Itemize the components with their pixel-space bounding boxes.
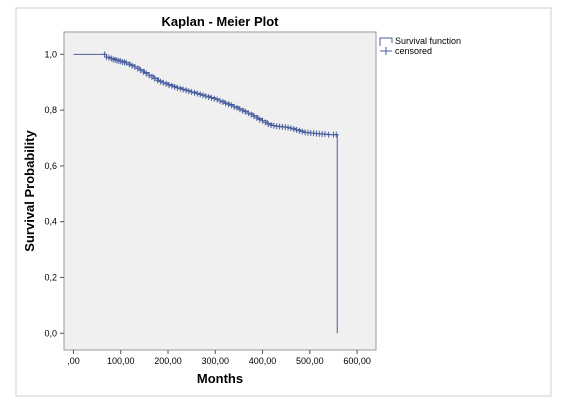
censored-marker — [200, 92, 206, 99]
censored-marker — [251, 113, 257, 120]
censored-marker — [191, 89, 197, 96]
x-tick-label: 200,00 — [154, 356, 182, 366]
censored-marker — [146, 72, 152, 79]
censored-marker — [132, 63, 138, 70]
censored-marker — [157, 78, 163, 85]
censored-marker — [194, 90, 200, 97]
censored-marker — [174, 84, 180, 91]
censored-marker — [220, 99, 226, 106]
censored-marker — [123, 59, 129, 66]
censored-marker — [231, 103, 237, 110]
x-tick-label: 100,00 — [107, 356, 135, 366]
censored-marker — [106, 54, 112, 61]
censored-marker — [223, 100, 229, 107]
censored-marker — [257, 116, 263, 123]
censored-marker — [169, 82, 175, 89]
censored-marker — [291, 126, 297, 133]
censored-marker — [208, 94, 214, 101]
censored-marker — [155, 77, 161, 84]
censored-marker — [262, 119, 268, 126]
x-tick-label: 600,00 — [343, 356, 371, 366]
legend: Survival function censored — [379, 36, 461, 56]
censored-marker — [166, 82, 172, 88]
censored-marker — [138, 67, 144, 74]
series-layer — [73, 51, 339, 334]
y-tick-label: 0,4 — [44, 217, 57, 227]
censored-marker — [296, 127, 302, 134]
censored-marker — [206, 93, 212, 100]
y-axis-label: Survival Probability — [22, 130, 37, 252]
legend-survival-label: Survival function — [395, 36, 461, 46]
x-tick-label: 300,00 — [202, 356, 230, 366]
x-axis-ticks: ,00 100,00 200,00 300,00 400,00 500,00 600,00 — [67, 350, 371, 366]
censored-marker — [172, 83, 178, 90]
censored-marker — [104, 54, 110, 61]
censored-marker — [211, 95, 217, 102]
censored-marker — [254, 114, 260, 121]
censored-marker — [203, 93, 209, 100]
censored-marker — [240, 107, 246, 114]
censored-marker — [186, 88, 192, 95]
censored-marker — [237, 106, 243, 113]
censored-marker — [228, 102, 234, 109]
y-tick-label: 0,8 — [44, 105, 57, 115]
censored-marker — [282, 124, 288, 131]
censored-marker — [271, 122, 277, 129]
x-tick-label: ,00 — [67, 356, 80, 366]
censored-marker — [143, 70, 149, 77]
censored-marker — [197, 91, 203, 98]
censored-marker — [189, 88, 195, 95]
censored-marker — [152, 75, 158, 82]
y-tick-label: 0,0 — [44, 328, 57, 338]
censored-marker — [260, 117, 266, 124]
x-axis-label: Months — [197, 371, 243, 386]
censored-marker — [243, 108, 249, 115]
legend-survival-swatch — [379, 37, 393, 46]
y-tick-label: 1,0 — [44, 49, 57, 59]
censored-marker — [288, 125, 294, 132]
censored-marker — [163, 80, 169, 87]
censored-marker — [294, 126, 300, 133]
censored-marker — [285, 124, 291, 131]
censored-marker — [326, 131, 332, 138]
censored-marker — [126, 61, 132, 68]
y-tick-label: 0,6 — [44, 161, 57, 171]
censored-marker — [226, 101, 232, 108]
legend-censored-label: censored — [395, 46, 432, 56]
censored-marker — [160, 79, 166, 86]
censored-marker — [248, 111, 254, 118]
censored-marker — [217, 97, 223, 104]
censored-marker — [333, 131, 339, 138]
censored-marker — [268, 122, 274, 129]
censored-marker — [135, 65, 141, 72]
censored-marker — [245, 110, 251, 117]
censored-marker — [177, 85, 183, 92]
y-tick-label: 0,2 — [44, 272, 57, 282]
censored-marker — [183, 87, 189, 94]
censored-marker — [322, 131, 328, 138]
censored-marker — [214, 96, 220, 103]
chart-title: Kaplan - Meier Plot — [161, 14, 279, 29]
legend-censored-swatch — [380, 47, 392, 55]
censored-marker — [234, 104, 240, 111]
censored-marker — [129, 62, 135, 69]
censored-marker — [180, 86, 186, 93]
y-axis-ticks: 0,0 0,2 0,4 0,6 0,8 1,0 — [44, 49, 64, 338]
x-tick-label: 400,00 — [249, 356, 277, 366]
plot-area — [63, 31, 377, 351]
x-tick-label: 500,00 — [296, 356, 324, 366]
censored-marker — [149, 73, 155, 80]
censored-marker — [299, 128, 305, 135]
censored-marker — [140, 68, 146, 75]
censored-marker — [265, 121, 271, 128]
